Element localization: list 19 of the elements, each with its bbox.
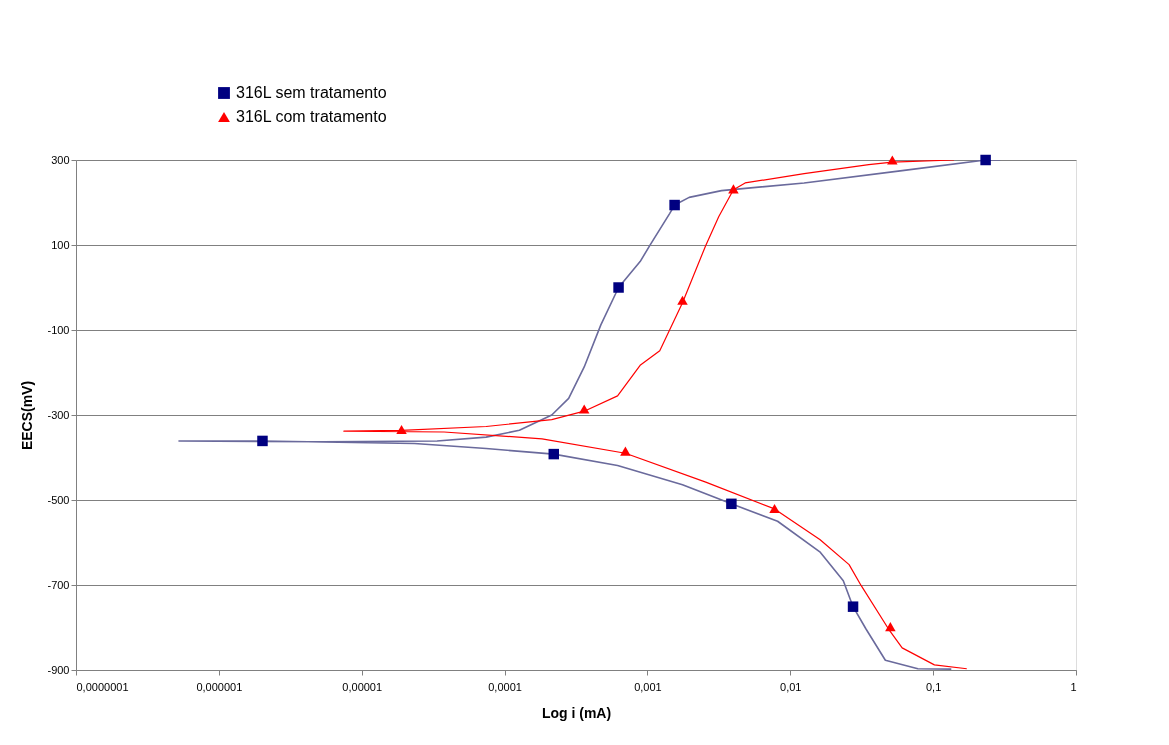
x-tick-label: 0,01	[780, 680, 802, 693]
legend-label: 316L com tratamento	[236, 108, 387, 125]
y-tick-label: -900	[47, 663, 70, 676]
y-tick-label: 100	[51, 238, 70, 251]
x-tick-label: 0,0000001	[76, 680, 129, 693]
x-tick-label: 1	[1070, 680, 1077, 693]
y-tick-label: -100	[47, 323, 70, 336]
x-tick-label: 0,1	[925, 680, 942, 693]
legend-label: 316L sem tratamento	[236, 84, 387, 101]
x-tick-label: 0,001	[634, 680, 662, 693]
x-axis-title: Log i (mA)	[541, 704, 612, 721]
y-tick-label: -300	[47, 408, 70, 421]
y-axis-title: EECS(mV)	[19, 380, 36, 451]
y-tick-label: -700	[47, 578, 70, 591]
y-tick-label: 300	[51, 153, 70, 166]
x-tick-label: 0,000001	[196, 680, 243, 693]
x-tick-label: 0,00001	[342, 680, 383, 693]
y-tick-label: -500	[47, 493, 70, 506]
x-tick-label: 0,0001	[488, 680, 522, 693]
